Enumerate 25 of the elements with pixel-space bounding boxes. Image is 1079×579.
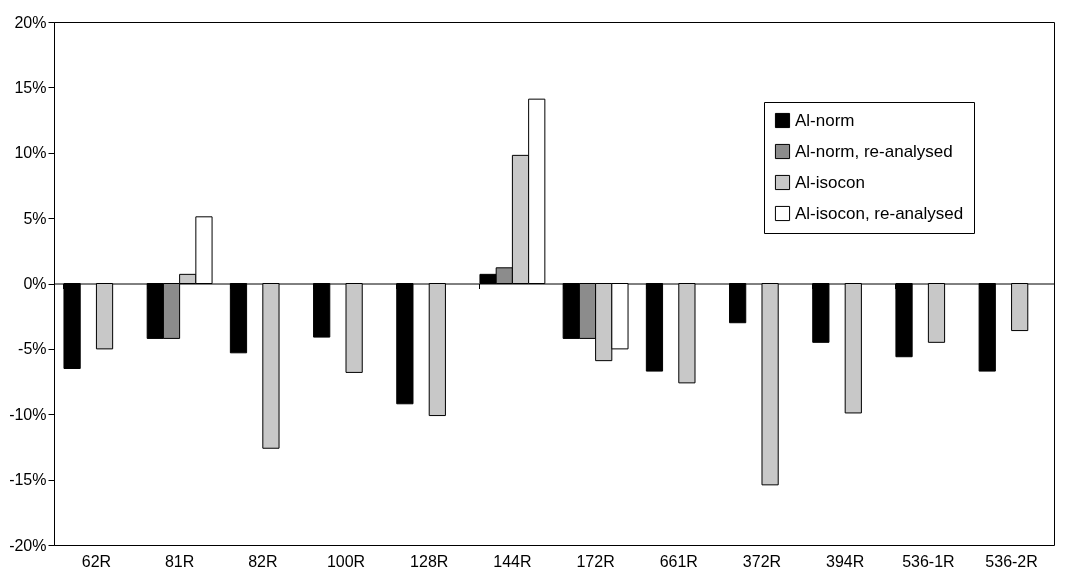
x-tick-label: 536-1R xyxy=(902,552,955,570)
x-tick-label: 62R xyxy=(81,552,112,570)
x-tick-label: 128R xyxy=(410,552,449,570)
y-tick-label: -15% xyxy=(9,471,47,489)
x-tick-label: 100R xyxy=(326,552,366,570)
y-tick-label: -5% xyxy=(18,340,47,358)
y-tick-label: 10% xyxy=(14,144,47,162)
legend-label: Al-isocon, re-analysed xyxy=(795,203,964,223)
y-tick-label: 20% xyxy=(14,13,47,31)
x-tick-label: 372R xyxy=(742,552,782,570)
x-tick-label: 661R xyxy=(659,552,698,570)
x-tick-label: 394R xyxy=(826,552,865,570)
x-tick-label: 172R xyxy=(576,552,615,570)
x-tick-label: 81R xyxy=(164,552,195,570)
x-tick-label: 144R xyxy=(493,552,532,570)
legend-label: Al-norm, re-analysed xyxy=(795,141,953,161)
y-tick-label: -20% xyxy=(9,536,47,554)
y-tick-label: 0% xyxy=(23,275,47,292)
y-tick-label: 15% xyxy=(14,78,47,96)
x-tick-label: 82R xyxy=(248,552,278,570)
x-tick-label: 536-2R xyxy=(985,552,1038,570)
y-tick-label: -10% xyxy=(9,405,47,423)
y-tick-label: 5% xyxy=(23,209,47,227)
legend-label: Al-isocon xyxy=(795,172,865,192)
legend-label: Al-norm xyxy=(795,110,855,130)
